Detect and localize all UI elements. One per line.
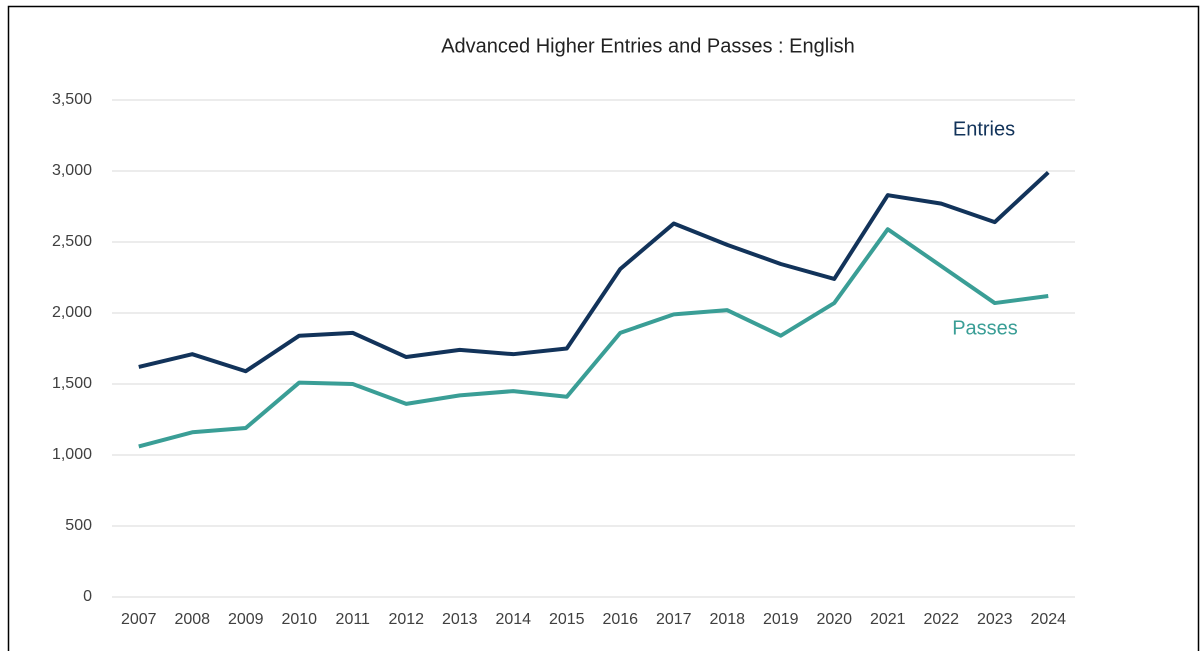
x-tick-label: 2013 <box>442 611 478 628</box>
y-tick-label: 1,500 <box>52 375 92 392</box>
x-tick-label: 2018 <box>709 611 745 628</box>
y-tick-label: 500 <box>65 517 92 534</box>
x-tick-label: 2008 <box>174 611 210 628</box>
data-line <box>138 227 1049 449</box>
legend-label: Entries <box>953 118 1015 140</box>
x-tick-label: 2007 <box>121 611 157 628</box>
x-tick-label: 2016 <box>602 611 638 628</box>
chart-title: Advanced Higher Entries and Passes : Eng… <box>441 35 855 57</box>
y-tick-label: 2,500 <box>52 233 92 250</box>
y-tick-label: 3,500 <box>52 91 92 108</box>
x-tick-label: 2023 <box>977 611 1013 628</box>
x-tick-label: 2011 <box>336 611 371 628</box>
x-tick-label: 2017 <box>656 611 692 628</box>
x-tick-label: 2024 <box>1030 611 1066 628</box>
x-tick-label: 2009 <box>228 611 264 628</box>
x-tick-label: 2015 <box>549 611 585 628</box>
y-tick-label: 3,000 <box>52 162 92 179</box>
x-tick-label: 2010 <box>281 611 317 628</box>
data-line <box>138 170 1050 374</box>
x-tick-label: 2014 <box>495 611 531 628</box>
y-tick-label: 2,000 <box>52 304 92 321</box>
legend-label: Passes <box>952 317 1018 339</box>
chart-frame <box>7 5 1200 651</box>
x-tick-label: 2022 <box>923 611 959 628</box>
x-tick-label: 2020 <box>816 611 852 628</box>
y-tick-label: 0 <box>83 588 92 605</box>
x-tick-label: 2019 <box>763 611 799 628</box>
x-tick-label: 2012 <box>388 611 424 628</box>
y-tick-label: 1,000 <box>52 446 92 463</box>
x-tick-label: 2021 <box>870 611 906 628</box>
